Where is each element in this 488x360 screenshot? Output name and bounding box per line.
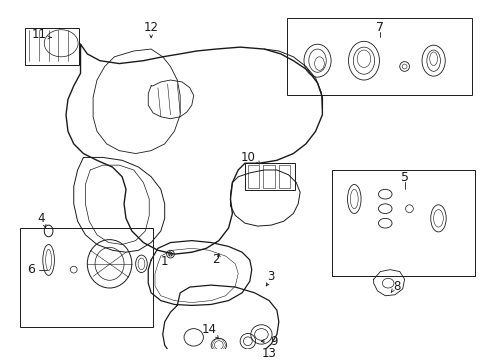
Text: 3: 3 [267,270,274,283]
Bar [20,228,153,327]
Text: 11: 11 [31,28,46,41]
Text: 7: 7 [376,21,384,34]
Text: 5: 5 [400,171,408,184]
Text: 13: 13 [261,347,276,360]
Bar [247,165,259,188]
Text: 10: 10 [240,151,255,164]
Bar [278,165,290,188]
Bar [244,163,295,190]
Bar [331,170,474,276]
Text: 12: 12 [143,21,158,34]
Text: 9: 9 [270,335,277,348]
Text: 6: 6 [27,263,35,276]
Text: 14: 14 [201,323,216,336]
Bar [25,28,79,64]
Text: 2: 2 [212,253,219,266]
Bar [286,18,471,95]
Bar [263,165,274,188]
Text: 4: 4 [37,212,44,225]
Text: 8: 8 [392,280,400,293]
Text: 1: 1 [161,255,168,269]
